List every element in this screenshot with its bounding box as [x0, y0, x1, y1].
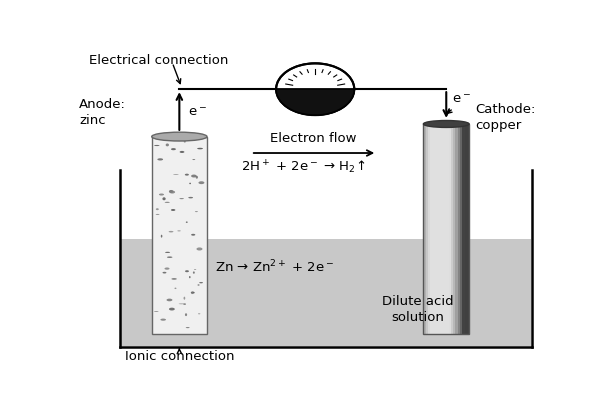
- Ellipse shape: [164, 268, 170, 270]
- Ellipse shape: [193, 272, 195, 274]
- Ellipse shape: [165, 202, 170, 204]
- Ellipse shape: [165, 144, 169, 147]
- Ellipse shape: [188, 198, 193, 199]
- Bar: [426, 125, 428, 334]
- Ellipse shape: [195, 212, 198, 213]
- Bar: [453, 125, 456, 334]
- Circle shape: [276, 64, 354, 116]
- Bar: [428, 125, 430, 334]
- Ellipse shape: [179, 304, 184, 305]
- Ellipse shape: [191, 292, 195, 294]
- Bar: [458, 125, 460, 334]
- Ellipse shape: [154, 146, 159, 147]
- Ellipse shape: [185, 270, 189, 272]
- Ellipse shape: [161, 319, 166, 321]
- Ellipse shape: [185, 313, 187, 316]
- Bar: [435, 125, 437, 334]
- Ellipse shape: [169, 231, 173, 233]
- Bar: [448, 125, 451, 334]
- Bar: [432, 125, 435, 334]
- Text: Anode:
zinc: Anode: zinc: [79, 98, 126, 126]
- Text: e$^-$: e$^-$: [188, 106, 207, 119]
- Ellipse shape: [175, 288, 177, 289]
- Text: e$^-$: e$^-$: [452, 93, 471, 106]
- Text: Cathode:
copper: Cathode: copper: [475, 102, 535, 131]
- Ellipse shape: [167, 257, 172, 258]
- Ellipse shape: [162, 198, 165, 201]
- Text: 2H$^+$ + 2e$^-$ → H$_2$↑: 2H$^+$ + 2e$^-$ → H$_2$↑: [241, 159, 365, 176]
- Bar: [430, 125, 432, 334]
- Ellipse shape: [165, 252, 170, 253]
- Polygon shape: [276, 90, 354, 116]
- Ellipse shape: [157, 159, 163, 161]
- Ellipse shape: [154, 311, 159, 312]
- Ellipse shape: [186, 222, 188, 223]
- Bar: [442, 125, 444, 334]
- Ellipse shape: [180, 198, 184, 200]
- Ellipse shape: [199, 182, 204, 185]
- Ellipse shape: [183, 303, 186, 305]
- Ellipse shape: [159, 194, 164, 196]
- Bar: [460, 125, 462, 334]
- Ellipse shape: [171, 209, 175, 211]
- Ellipse shape: [189, 276, 191, 279]
- Bar: [464, 125, 467, 334]
- Bar: [437, 125, 439, 334]
- Text: Electron flow: Electron flow: [269, 132, 356, 145]
- Ellipse shape: [199, 282, 203, 284]
- Bar: [152, 137, 207, 334]
- Ellipse shape: [198, 314, 200, 315]
- Ellipse shape: [186, 327, 189, 328]
- Ellipse shape: [191, 175, 197, 178]
- Bar: [467, 125, 469, 334]
- Ellipse shape: [180, 152, 184, 154]
- Bar: [444, 125, 446, 334]
- Ellipse shape: [191, 292, 193, 294]
- Bar: [456, 125, 458, 334]
- Bar: [439, 125, 442, 334]
- Ellipse shape: [183, 297, 185, 300]
- Bar: [462, 125, 464, 334]
- Text: Electrical connection: Electrical connection: [89, 54, 228, 67]
- Ellipse shape: [169, 191, 175, 194]
- Ellipse shape: [156, 209, 159, 211]
- Bar: [446, 125, 448, 334]
- Bar: [423, 125, 469, 334]
- Ellipse shape: [184, 142, 186, 143]
- Text: Dilute acid
solution: Dilute acid solution: [382, 294, 453, 324]
- Ellipse shape: [185, 174, 189, 176]
- Ellipse shape: [196, 248, 202, 251]
- Ellipse shape: [189, 183, 191, 185]
- Ellipse shape: [191, 234, 196, 236]
- Ellipse shape: [197, 148, 203, 150]
- Bar: [451, 125, 453, 334]
- Ellipse shape: [197, 284, 200, 286]
- Ellipse shape: [169, 191, 173, 193]
- Ellipse shape: [156, 214, 159, 215]
- Ellipse shape: [192, 160, 196, 161]
- Ellipse shape: [152, 133, 207, 142]
- Ellipse shape: [162, 272, 167, 274]
- Text: Zn → Zn$^{2+}$ + 2e$^-$: Zn → Zn$^{2+}$ + 2e$^-$: [215, 258, 334, 275]
- Ellipse shape: [171, 149, 176, 151]
- Bar: [423, 125, 426, 334]
- Ellipse shape: [172, 279, 177, 280]
- Ellipse shape: [196, 176, 198, 179]
- Ellipse shape: [161, 235, 162, 238]
- Ellipse shape: [423, 121, 469, 128]
- Ellipse shape: [169, 308, 175, 311]
- Text: Ionic connection: Ionic connection: [125, 349, 234, 362]
- Bar: [121, 239, 531, 346]
- Ellipse shape: [167, 299, 172, 301]
